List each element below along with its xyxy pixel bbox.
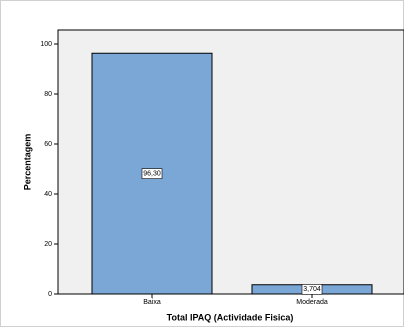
value-label-box (141, 168, 163, 179)
y-tick-label: 40 (44, 191, 52, 198)
y-axis-title: Percentagem (22, 134, 32, 191)
value-label: 3,704 (303, 286, 321, 293)
value-label-box (301, 284, 323, 295)
y-tick-label: 20 (44, 241, 52, 248)
y-tick-label: 0 (48, 291, 52, 298)
y-tick-label: 80 (44, 91, 52, 98)
x-axis-title: Total IPAQ (Actividade Fisica) (167, 312, 294, 322)
y-tick-label: 100 (40, 41, 52, 48)
y-tick-label: 60 (44, 141, 52, 148)
value-label: 96,30 (143, 170, 161, 177)
x-tick-label: Baixa (143, 299, 161, 306)
x-tick-label: Moderada (296, 299, 328, 306)
